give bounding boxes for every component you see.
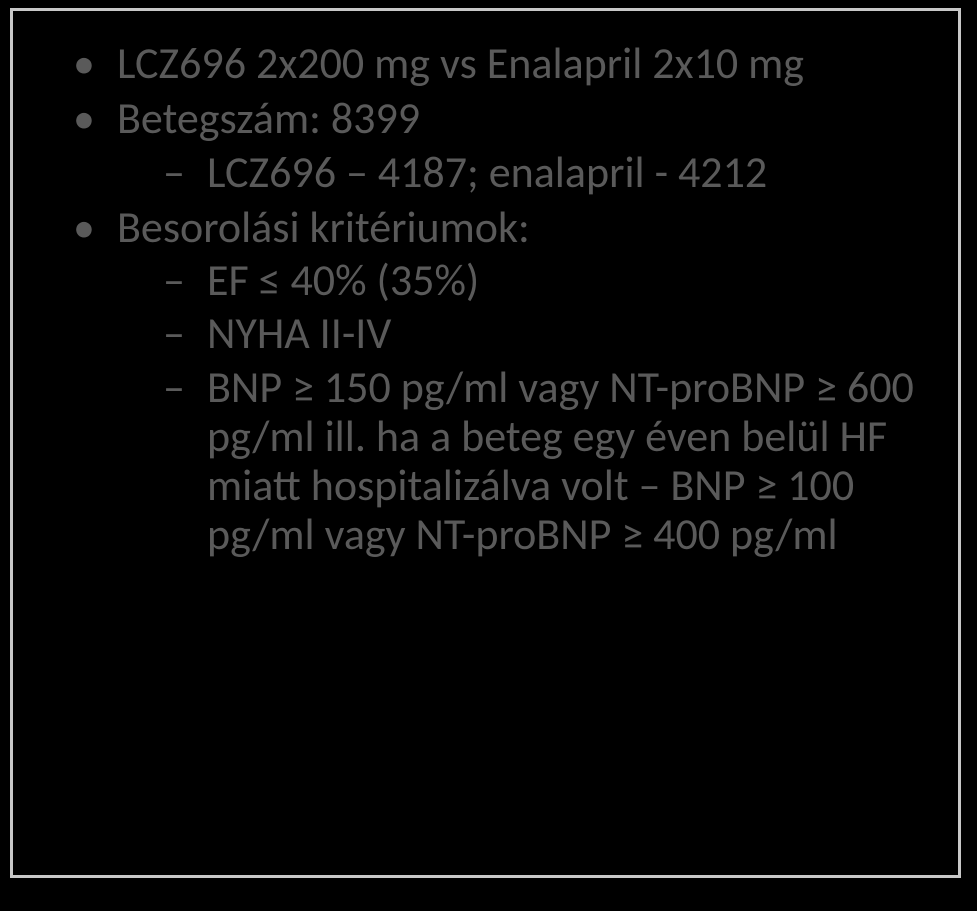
sub-list: EF ≤ 40% (35%) NYHA II-IV BNP ≥ 150 pg/m… (117, 256, 928, 560)
slide-frame: LCZ696 2x200 mg vs Enalapril 2x10 mg Bet… (10, 8, 961, 878)
sub-list-item-text: LCZ696 – 4187; enalapril - 4212 (207, 145, 767, 199)
sub-list-item: LCZ696 – 4187; enalapril - 4212 (163, 148, 928, 197)
slide-content: LCZ696 2x200 mg vs Enalapril 2x10 mg Bet… (13, 11, 958, 586)
sub-list: LCZ696 – 4187; enalapril - 4212 (117, 148, 928, 197)
sub-list-item: BNP ≥ 150 pg/ml vagy NT-proBNP ≥ 600 pg/… (163, 363, 928, 560)
sub-list-item-text: BNP ≥ 150 pg/ml vagy NT-proBNP ≥ 600 pg/… (207, 360, 914, 562)
list-item: Besorolási kritériumok: EF ≤ 40% (35%) N… (73, 203, 928, 560)
list-item-text: LCZ696 2x200 mg vs Enalapril 2x10 mg (117, 36, 804, 90)
sub-list-item-text: NYHA II-IV (207, 306, 391, 360)
list-item-text: Besorolási kritériumok: (117, 200, 530, 254)
list-item: Betegszám: 8399 LCZ696 – 4187; enalapril… (73, 94, 928, 197)
list-item: LCZ696 2x200 mg vs Enalapril 2x10 mg (73, 39, 928, 88)
sub-list-item: EF ≤ 40% (35%) (163, 256, 928, 305)
sub-list-item-text: EF ≤ 40% (35%) (207, 253, 479, 307)
bullet-list: LCZ696 2x200 mg vs Enalapril 2x10 mg Bet… (73, 39, 928, 560)
sub-list-item: NYHA II-IV (163, 309, 928, 358)
list-item-text: Betegszám: 8399 (117, 91, 420, 145)
